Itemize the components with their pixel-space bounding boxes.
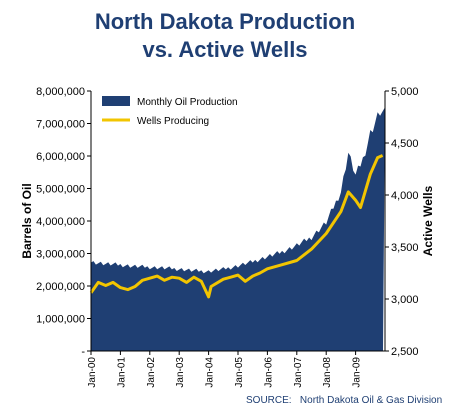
left-tick-label: 4,000,000 — [36, 216, 85, 228]
x-tick-label: Jan-00 — [87, 357, 98, 388]
x-tick-label: Jan-08 — [322, 357, 333, 388]
legend-label-production: Monthly Oil Production — [137, 97, 238, 108]
y-axis-title-right: Active Wells — [421, 185, 435, 256]
legend-label-wells: Wells Producing — [137, 116, 209, 127]
series-wells-line — [89, 154, 384, 299]
x-tick-label: Jan-06 — [263, 357, 274, 388]
right-tick-label: 5,000 — [391, 86, 419, 98]
legend: Monthly Oil Production Wells Producing — [102, 96, 238, 127]
axes: - 1,000,000 2,000,000 3,000,000 4,000,000 5,0… — [20, 86, 435, 388]
left-tick-label: 1,000,000 — [36, 314, 85, 326]
source-label: SOURCE: — [246, 395, 292, 406]
left-tick-label: 3,000,000 — [36, 249, 85, 261]
right-tick-label: 3,500 — [391, 242, 419, 254]
right-tick-label: 2,500 — [391, 346, 419, 358]
left-tick-label: 5,000,000 — [36, 184, 85, 196]
left-tick-label: 8,000,000 — [36, 86, 85, 98]
series-production-area — [91, 107, 385, 351]
x-tick-label: Jan-04 — [205, 357, 216, 388]
left-tick-label: 6,000,000 — [36, 151, 85, 163]
left-tick-label: 2,000,000 — [36, 281, 85, 293]
x-tick-label: Jan-02 — [146, 357, 157, 388]
plot-area — [89, 107, 385, 351]
left-tick-label: - — [81, 346, 85, 358]
x-tick-label: Jan-07 — [293, 357, 304, 388]
x-tick-label: Jan-01 — [116, 357, 127, 388]
x-tick-label: Jan-09 — [352, 357, 363, 388]
x-tick-label: Jan-05 — [234, 357, 245, 388]
source-text: North Dakota Oil & Gas Division — [299, 395, 443, 406]
right-tick-label: 4,000 — [391, 190, 419, 202]
y-axis-title-left: Barrels of Oil — [20, 183, 34, 258]
source-note: SOURCE: North Dakota Oil & Gas Division — [246, 395, 442, 406]
x-tick-label: Jan-03 — [175, 357, 186, 388]
chart-title-line2: vs. Active Wells — [142, 37, 308, 62]
left-tick-label: 7,000,000 — [36, 119, 85, 131]
right-tick-label: 4,500 — [391, 138, 419, 150]
legend-swatch-production — [102, 96, 130, 106]
chart-title-line1: North Dakota Production — [94, 9, 356, 34]
right-tick-label: 3,000 — [391, 294, 419, 306]
